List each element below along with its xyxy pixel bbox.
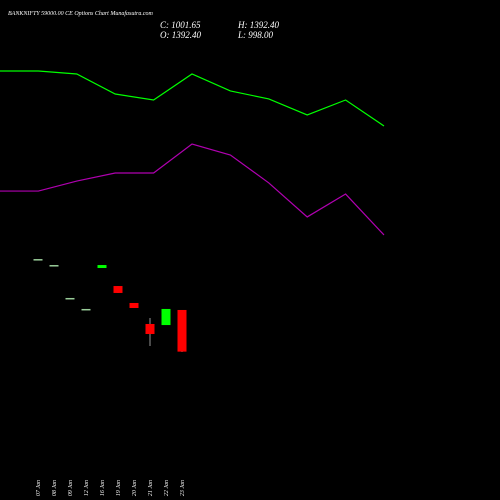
x-tick-label: 20 Jan	[132, 480, 138, 496]
chart-title: BANKNIFTY 59000.00 CE Options Chart Muna…	[8, 10, 154, 17]
candle-body	[145, 323, 155, 335]
candle-body	[81, 308, 91, 311]
candle-body	[113, 286, 123, 293]
candle-body	[65, 297, 75, 300]
ohlc-close: C: 1001.65	[160, 20, 201, 30]
indicator-line	[0, 143, 385, 236]
x-tick-label: 22 Jan	[164, 480, 170, 496]
candle-body	[161, 308, 171, 326]
indicator-line	[0, 70, 385, 127]
candle-body	[129, 302, 139, 308]
x-tick-label: 12 Jan	[84, 480, 90, 496]
candle-body	[49, 265, 59, 267]
x-tick-label: 23 Jan	[180, 480, 186, 496]
x-tick-label: 19 Jan	[116, 480, 122, 496]
x-tick-label: 21 Jan	[148, 480, 154, 496]
candle-body	[33, 259, 43, 261]
candle-body	[177, 309, 187, 352]
x-tick-label: 16 Jan	[100, 480, 106, 496]
x-tick-label: 09 Jan	[68, 480, 74, 496]
ohlc-high: H: 1392.40	[237, 20, 279, 30]
ohlc-open: O: 1392.40	[160, 30, 201, 40]
candle-body	[97, 265, 107, 269]
ohlc-low: L: 998.00	[237, 30, 274, 40]
x-tick-label: 08 Jan	[52, 480, 58, 496]
x-tick-label: 07 Jan	[36, 480, 42, 496]
